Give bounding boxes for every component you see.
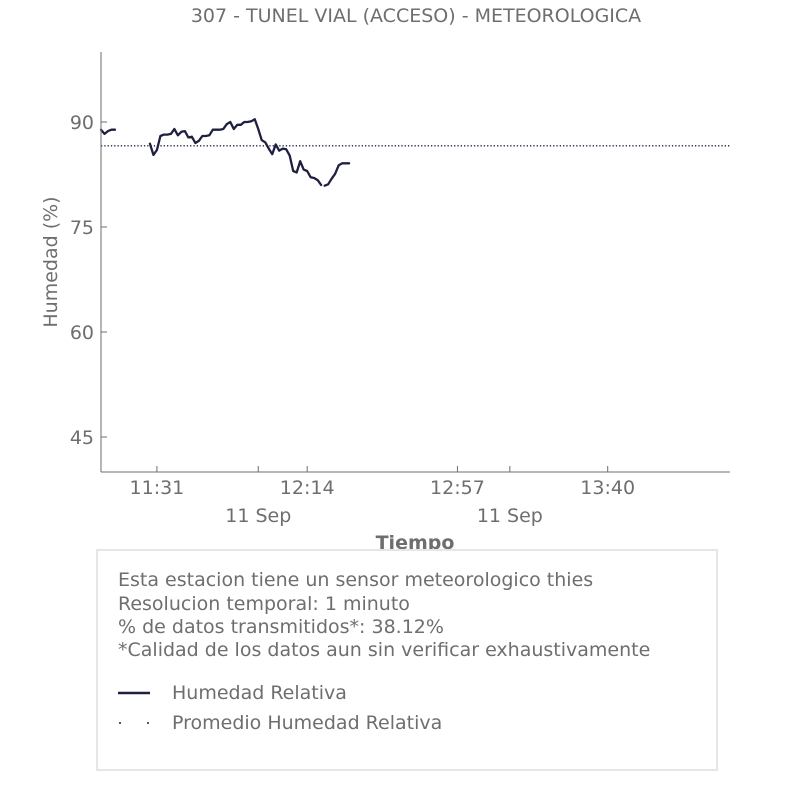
y-ticks: 45 60 75 90 — [70, 112, 107, 449]
legend-item-promedio: Promedio Humedad Relativa — [118, 711, 678, 735]
humidity-line-segment-2 — [323, 162, 351, 187]
y-tick-label-75: 75 — [70, 217, 94, 239]
x-tick-label-1257: 12:57 — [430, 477, 485, 499]
info-line-resolution: Resolucion temporal: 1 minuto — [118, 593, 410, 615]
info-line-data-transmitted: % de datos transmitidos*: 38.12% — [118, 616, 444, 638]
legend-label-promedio: Promedio Humedad Relativa — [172, 712, 443, 734]
x-tick-label-1214: 12:14 — [280, 477, 335, 499]
x-ticks: 11:31 12:14 12:57 13:40 11 Sep 11 Sep — [130, 466, 635, 527]
legend-label-humedad: Humedad Relativa — [172, 682, 347, 704]
humidity-line-segment-1 — [148, 118, 323, 187]
info-line-quality-note: *Calidad de los datos aun sin verificar … — [118, 639, 651, 661]
x-date-label-0: 11 Sep — [225, 505, 291, 527]
y-tick-label-45: 45 — [70, 427, 94, 449]
legend-solid-line-swatch — [118, 691, 150, 695]
info-box: Esta estacion tiene un sensor meteorolog… — [96, 549, 718, 771]
axes — [100, 52, 730, 473]
x-axis-label: Tiempo — [376, 532, 455, 554]
y-tick-label-60: 60 — [70, 322, 94, 344]
plot-area — [99, 118, 730, 187]
info-line-sensor: Esta estacion tiene un sensor meteorolog… — [118, 569, 594, 591]
x-date-label-1: 11 Sep — [477, 505, 543, 527]
x-tick-label-1340: 13:40 — [580, 477, 635, 499]
legend-item-humedad: Humedad Relativa — [118, 681, 678, 705]
y-axis-label: Humedad (%) — [40, 196, 62, 327]
chart-title: 307 - TUNEL VIAL (ACCESO) - METEOROLOGIC… — [191, 5, 641, 27]
legend-dotted-line-swatch — [119, 722, 149, 724]
x-tick-label-1131: 11:31 — [130, 477, 185, 499]
humidity-line-segment-0 — [99, 128, 117, 136]
y-tick-label-90: 90 — [70, 112, 94, 134]
humidity-chart: 307 - TUNEL VIAL (ACCESO) - METEOROLOGIC… — [40, 5, 730, 554]
